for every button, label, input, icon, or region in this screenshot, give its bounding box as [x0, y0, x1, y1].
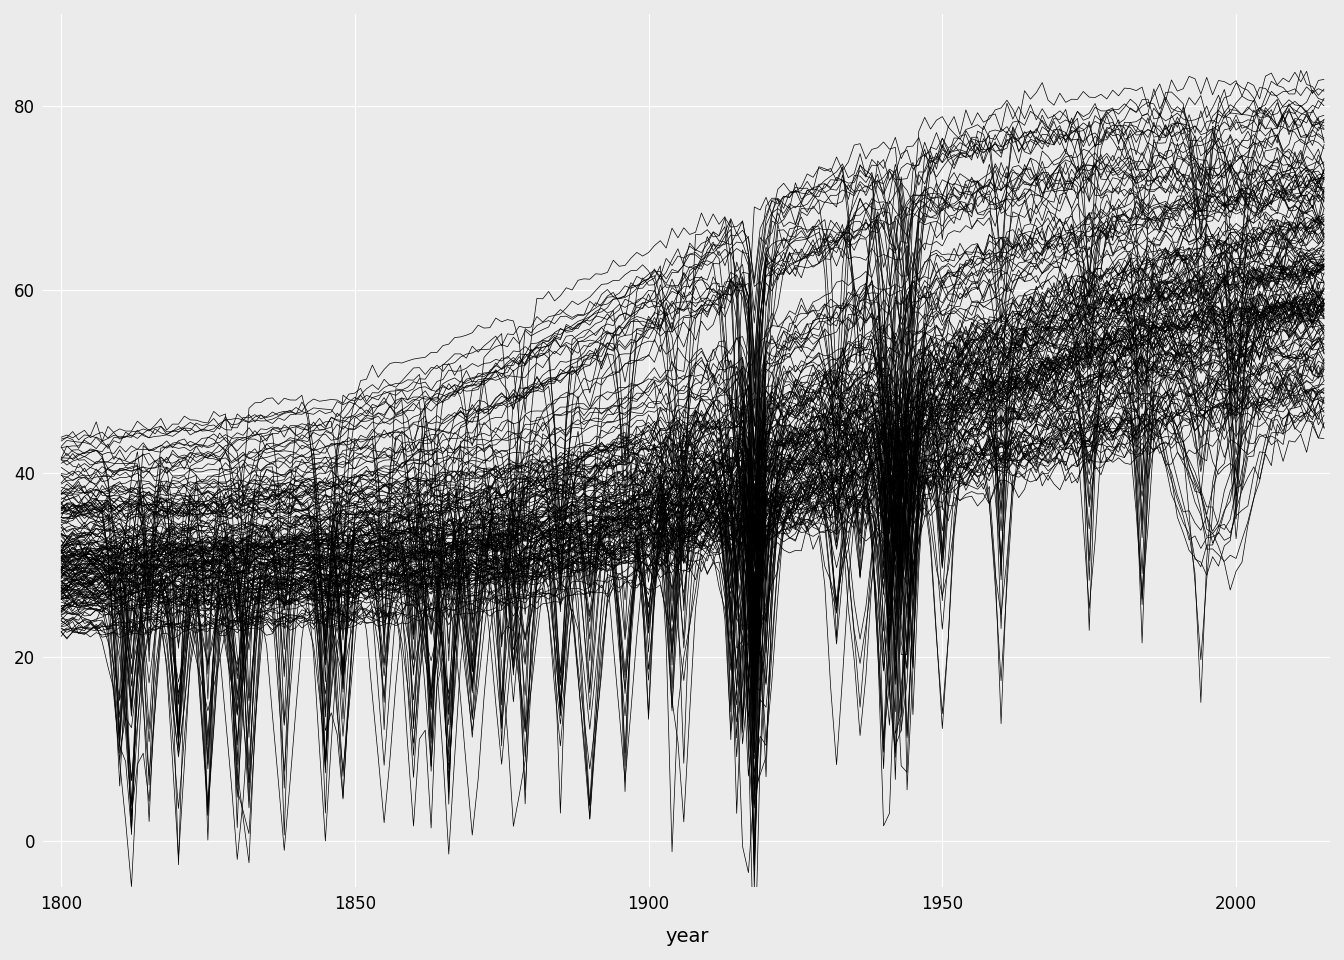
X-axis label: year: year — [665, 927, 708, 947]
